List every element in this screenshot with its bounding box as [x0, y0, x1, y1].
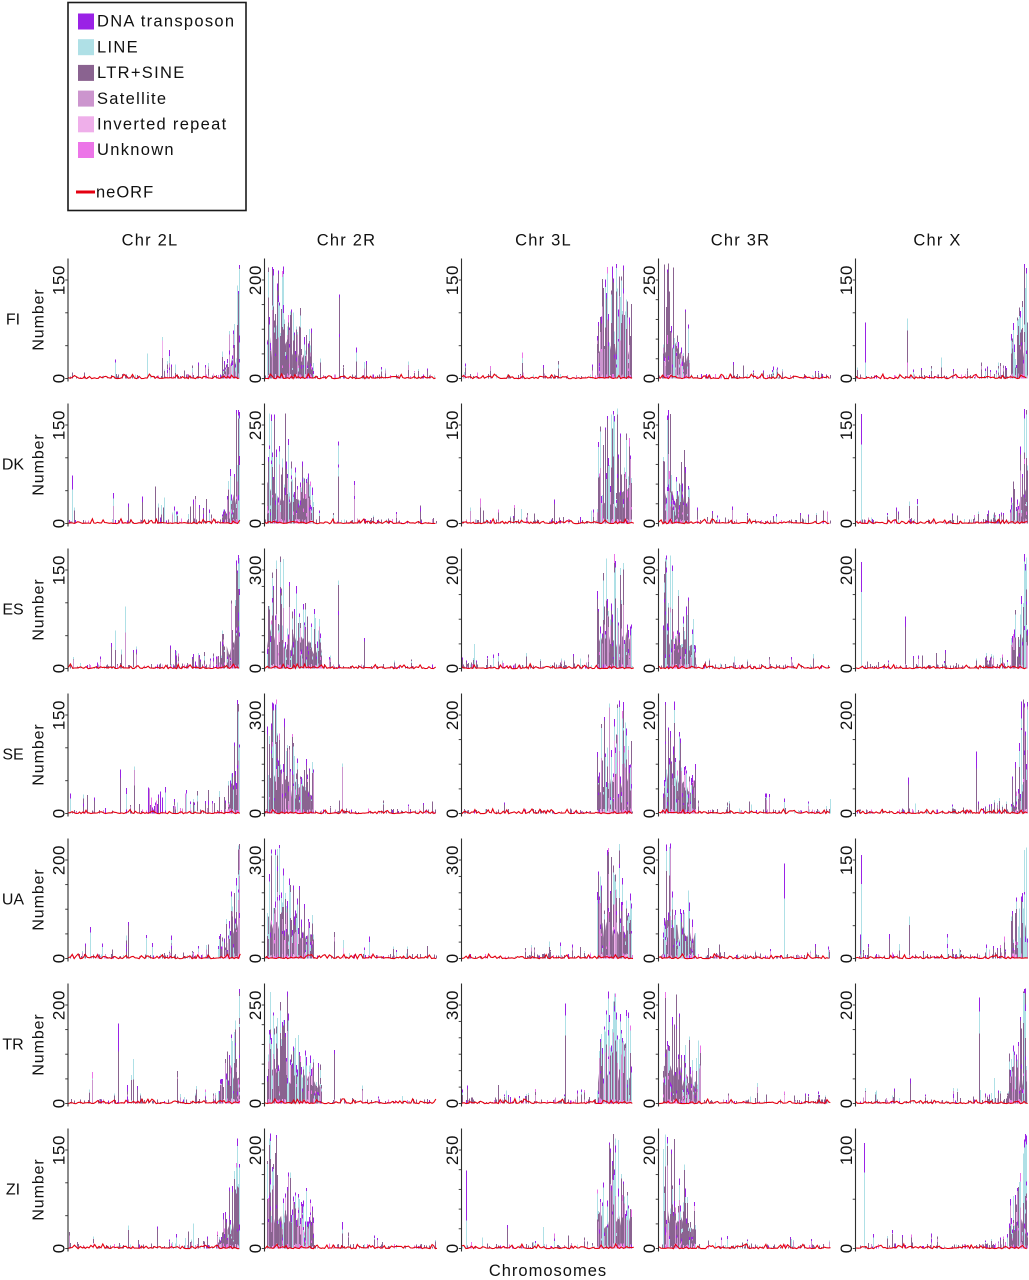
svg-text:200: 200 [640, 700, 659, 730]
svg-text:0: 0 [640, 664, 659, 673]
svg-text:Chr 2R: Chr 2R [317, 232, 376, 250]
svg-text:0: 0 [50, 519, 69, 528]
svg-text:0: 0 [50, 809, 69, 818]
svg-text:Chr 3L: Chr 3L [515, 232, 572, 250]
svg-text:300: 300 [246, 555, 265, 585]
svg-text:0: 0 [837, 664, 856, 673]
svg-text:ZI: ZI [6, 1182, 20, 1199]
svg-text:0: 0 [443, 954, 462, 963]
svg-text:300: 300 [246, 700, 265, 730]
svg-text:0: 0 [640, 1099, 659, 1108]
svg-text:300: 300 [443, 845, 462, 875]
svg-text:150: 150 [50, 700, 69, 730]
svg-text:0: 0 [246, 1244, 265, 1253]
svg-text:200: 200 [246, 1135, 265, 1165]
svg-text:250: 250 [640, 410, 659, 440]
svg-text:0: 0 [443, 519, 462, 528]
svg-text:UA: UA [2, 892, 25, 909]
svg-text:0: 0 [246, 954, 265, 963]
svg-text:200: 200 [50, 845, 69, 875]
svg-text:0: 0 [837, 1244, 856, 1253]
svg-text:DK: DK [2, 457, 25, 474]
svg-text:0: 0 [837, 1099, 856, 1108]
svg-text:Number: Number [31, 868, 48, 930]
svg-text:150: 150 [50, 1135, 69, 1165]
svg-text:0: 0 [837, 519, 856, 528]
svg-text:Chr X: Chr X [913, 232, 961, 250]
svg-text:0: 0 [640, 954, 659, 963]
svg-text:250: 250 [640, 265, 659, 295]
svg-text:0: 0 [443, 809, 462, 818]
svg-text:Number: Number [31, 578, 48, 640]
svg-text:0: 0 [246, 374, 265, 383]
svg-text:Number: Number [31, 1158, 48, 1220]
svg-text:0: 0 [50, 374, 69, 383]
svg-text:0: 0 [443, 374, 462, 383]
svg-text:150: 150 [837, 265, 856, 295]
svg-text:0: 0 [837, 954, 856, 963]
svg-text:ES: ES [2, 602, 23, 619]
svg-text:0: 0 [50, 1244, 69, 1253]
svg-text:TR: TR [2, 1037, 23, 1054]
svg-text:LINE: LINE [97, 38, 139, 56]
svg-text:0: 0 [50, 954, 69, 963]
svg-text:200: 200 [837, 990, 856, 1020]
svg-text:150: 150 [837, 845, 856, 875]
svg-text:200: 200 [640, 990, 659, 1020]
svg-text:0: 0 [443, 664, 462, 673]
svg-text:Number: Number [31, 1013, 48, 1075]
svg-text:100: 100 [837, 1135, 856, 1165]
svg-text:250: 250 [443, 1135, 462, 1165]
svg-text:300: 300 [246, 845, 265, 875]
svg-text:Chromosomes: Chromosomes [489, 1262, 607, 1280]
svg-text:0: 0 [640, 519, 659, 528]
svg-text:0: 0 [640, 374, 659, 383]
svg-text:0: 0 [246, 1099, 265, 1108]
svg-text:0: 0 [246, 809, 265, 818]
svg-text:150: 150 [50, 410, 69, 440]
svg-text:150: 150 [50, 265, 69, 295]
svg-text:Number: Number [31, 723, 48, 785]
svg-text:200: 200 [837, 555, 856, 585]
svg-text:FI: FI [6, 312, 20, 329]
svg-text:150: 150 [50, 555, 69, 585]
svg-text:200: 200 [837, 700, 856, 730]
svg-text:200: 200 [640, 555, 659, 585]
svg-text:0: 0 [246, 519, 265, 528]
svg-text:200: 200 [443, 555, 462, 585]
svg-text:Inverted repeat: Inverted repeat [97, 116, 228, 134]
svg-text:0: 0 [50, 1099, 69, 1108]
svg-text:0: 0 [837, 809, 856, 818]
svg-text:200: 200 [640, 845, 659, 875]
svg-text:0: 0 [50, 664, 69, 673]
svg-text:0: 0 [443, 1099, 462, 1108]
svg-text:200: 200 [246, 265, 265, 295]
svg-text:200: 200 [640, 1135, 659, 1165]
svg-text:LTR+SINE: LTR+SINE [97, 64, 186, 82]
svg-text:neORF: neORF [96, 184, 154, 202]
svg-text:250: 250 [246, 410, 265, 440]
svg-text:SE: SE [2, 747, 23, 764]
svg-text:Number: Number [31, 288, 48, 350]
svg-text:0: 0 [246, 664, 265, 673]
svg-text:Satellite: Satellite [97, 90, 167, 108]
svg-text:0: 0 [837, 374, 856, 383]
svg-text:150: 150 [837, 410, 856, 440]
svg-text:DNA transposon: DNA transposon [97, 13, 235, 31]
svg-text:200: 200 [50, 990, 69, 1020]
svg-text:0: 0 [443, 1244, 462, 1253]
svg-text:150: 150 [443, 410, 462, 440]
svg-text:250: 250 [246, 990, 265, 1020]
svg-text:Chr 2L: Chr 2L [122, 232, 179, 250]
svg-text:200: 200 [443, 700, 462, 730]
svg-text:0: 0 [640, 809, 659, 818]
svg-text:Number: Number [31, 433, 48, 495]
svg-text:Unknown: Unknown [97, 141, 175, 159]
svg-text:300: 300 [443, 990, 462, 1020]
svg-text:Chr 3R: Chr 3R [711, 232, 770, 250]
svg-text:0: 0 [640, 1244, 659, 1253]
svg-text:150: 150 [443, 265, 462, 295]
